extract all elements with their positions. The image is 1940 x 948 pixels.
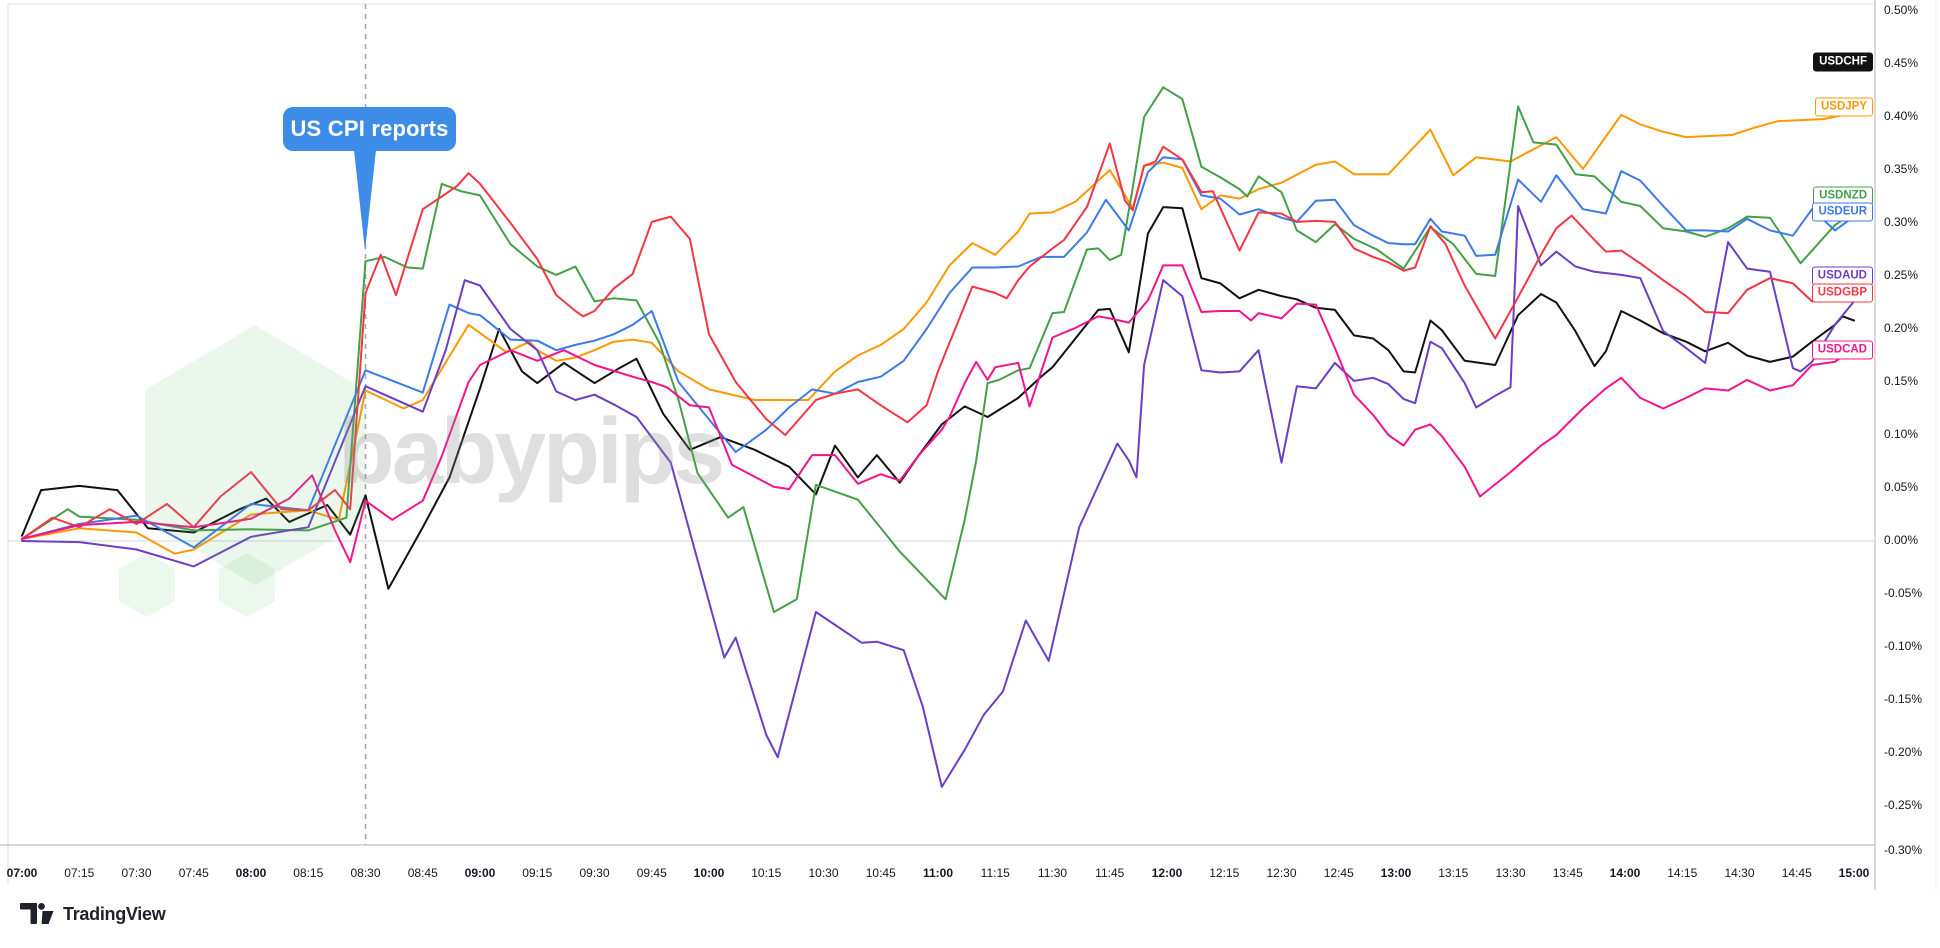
time-tick-label: 11:30 xyxy=(1037,866,1068,880)
price-tick-label: 0.00% xyxy=(1884,533,1919,547)
time-tick-label: 12:45 xyxy=(1323,866,1354,880)
time-tick-label: 11:15 xyxy=(980,866,1010,880)
tradingview-wordmark: TradingView xyxy=(63,903,166,924)
series-label-usdeur[interactable]: USDEUR xyxy=(1812,202,1873,222)
series-label-usdchf[interactable]: USDCHF xyxy=(1813,52,1873,72)
price-tick-label: 0.05% xyxy=(1884,480,1919,494)
tradingview-glyph xyxy=(20,903,54,924)
price-tick-label: 0.10% xyxy=(1884,427,1919,441)
time-tick-label: 10:15 xyxy=(751,866,782,880)
time-tick-label: 09:15 xyxy=(522,866,553,880)
time-tick-label: 11:00 xyxy=(922,866,954,880)
time-tick-label: 10:00 xyxy=(693,866,725,880)
time-tick-label: 07:45 xyxy=(178,866,209,880)
price-tick-label: 0.20% xyxy=(1884,321,1919,335)
series-line-usdeur[interactable] xyxy=(21,156,1855,549)
time-tick-label: 07:15 xyxy=(64,866,95,880)
time-tick-label: 07:00 xyxy=(6,866,38,880)
tradingview-logo[interactable]: TradingView xyxy=(20,903,166,925)
time-tick-label: 10:30 xyxy=(808,866,839,880)
price-tick-label: -0.10% xyxy=(1884,639,1923,653)
time-tick-label: 09:00 xyxy=(464,866,496,880)
series-label-usdjpy[interactable]: USDJPY xyxy=(1814,97,1873,117)
series-line-usdgbp[interactable] xyxy=(21,142,1855,540)
time-tick-label: 08:45 xyxy=(407,866,438,880)
time-tick-label: 08:15 xyxy=(293,866,324,880)
price-tick-label: 0.50% xyxy=(1884,3,1919,17)
annotation-tooltip[interactable]: US CPI reports xyxy=(283,107,456,251)
series-line-usdnzd[interactable] xyxy=(21,86,1855,613)
time-tick-label: 14:00 xyxy=(1609,866,1641,880)
tooltip-pointer xyxy=(354,150,376,251)
time-tick-label: 13:15 xyxy=(1438,866,1469,880)
time-tick-label: 10:45 xyxy=(865,866,896,880)
time-tick-label: 15:00 xyxy=(1838,866,1870,880)
price-tick-label: 0.30% xyxy=(1884,215,1919,229)
time-tick-label: 14:45 xyxy=(1781,866,1812,880)
price-tick-label: 0.45% xyxy=(1884,56,1919,70)
price-tick-label: 0.40% xyxy=(1884,109,1919,123)
series-line-usdjpy[interactable] xyxy=(21,111,1855,555)
series-line-usdcad[interactable] xyxy=(21,264,1855,564)
price-tick-label: 0.35% xyxy=(1884,162,1919,176)
time-tick-label: 12:15 xyxy=(1209,866,1240,880)
series-line-usdchf[interactable] xyxy=(21,206,1855,590)
price-tick-label: -0.15% xyxy=(1884,692,1923,706)
series-label-usdnzd[interactable]: USDNZD xyxy=(1813,186,1873,206)
series-label-usdaud[interactable]: USDAUD xyxy=(1811,266,1873,286)
time-tick-label: 09:45 xyxy=(636,866,667,880)
time-tick-label: 11:45 xyxy=(1095,866,1125,880)
annotation-text: US CPI reports xyxy=(290,116,449,141)
time-tick-label: 13:30 xyxy=(1495,866,1526,880)
time-tick-label: 09:30 xyxy=(579,866,610,880)
series-line-usdaud[interactable] xyxy=(21,205,1855,788)
time-tick-label: 14:30 xyxy=(1724,866,1755,880)
price-tick-label: 0.15% xyxy=(1884,374,1919,388)
series-label-usdcad[interactable]: USDCAD xyxy=(1811,340,1873,360)
time-tick-label: 08:30 xyxy=(350,866,381,880)
time-tick-label: 07:30 xyxy=(121,866,152,880)
time-tick-label: 12:00 xyxy=(1151,866,1183,880)
time-tick-label: 14:15 xyxy=(1667,866,1698,880)
time-tick-label: 08:00 xyxy=(235,866,267,880)
price-tick-label: -0.20% xyxy=(1884,745,1923,759)
price-tick-label: -0.25% xyxy=(1884,798,1923,812)
series-label-usdgbp[interactable]: USDGBP xyxy=(1811,283,1873,303)
price-tick-label: -0.30% xyxy=(1884,843,1923,857)
time-tick-label: 13:00 xyxy=(1380,866,1412,880)
price-tick-label: -0.05% xyxy=(1884,586,1923,600)
time-tick-label: 12:30 xyxy=(1266,866,1297,880)
time-tick-label: 13:45 xyxy=(1552,866,1583,880)
price-tick-label: 0.25% xyxy=(1884,268,1919,282)
